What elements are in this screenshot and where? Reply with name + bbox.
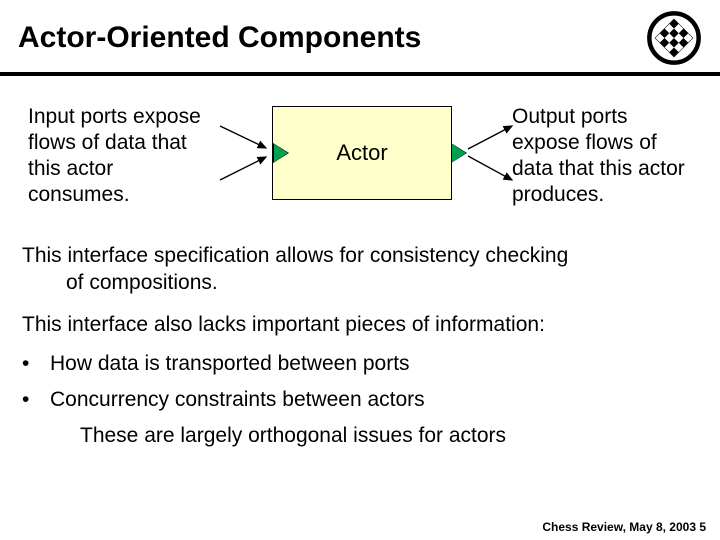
title-rule — [0, 72, 720, 76]
output-ports-text: Output ports expose flows of data that t… — [512, 104, 696, 209]
output-arrows-icon — [464, 96, 524, 216]
paragraph-2: This interface also lacks important piec… — [0, 311, 720, 338]
title-row: Actor-Oriented Components — [0, 0, 720, 72]
list-item: • How data is transported between ports — [22, 352, 698, 376]
actor-diagram: Actor — [212, 96, 512, 216]
input-ports-text: Input ports expose flows of data that th… — [28, 104, 212, 209]
bullet-list: • How data is transported between ports … — [0, 352, 720, 412]
bullet-text: How data is transported between ports — [50, 352, 410, 376]
input-port-icon — [274, 144, 288, 162]
footer-text: Chess Review, May 8, 2003 5 — [542, 520, 706, 534]
actor-label: Actor — [336, 140, 387, 166]
bullet-text: Concurrency constraints between actors — [50, 388, 425, 412]
actor-box: Actor — [272, 106, 452, 200]
bullet-mark: • — [22, 388, 50, 412]
paragraph-1: This interface specification allows for … — [0, 242, 720, 297]
para1-line2: of compositions. — [22, 269, 218, 296]
bullet-mark: • — [22, 352, 50, 376]
output-port-icon — [452, 144, 466, 162]
input-arrows-icon — [212, 96, 282, 216]
closing-text: These are largely orthogonal issues for … — [0, 424, 720, 448]
chess-logo-icon — [646, 10, 702, 66]
para1-line1: This interface specification allows for … — [22, 244, 568, 267]
list-item: • Concurrency constraints between actors — [22, 388, 698, 412]
page-title: Actor-Oriented Components — [18, 21, 421, 55]
diagram-row: Input ports expose flows of data that th… — [0, 96, 720, 216]
